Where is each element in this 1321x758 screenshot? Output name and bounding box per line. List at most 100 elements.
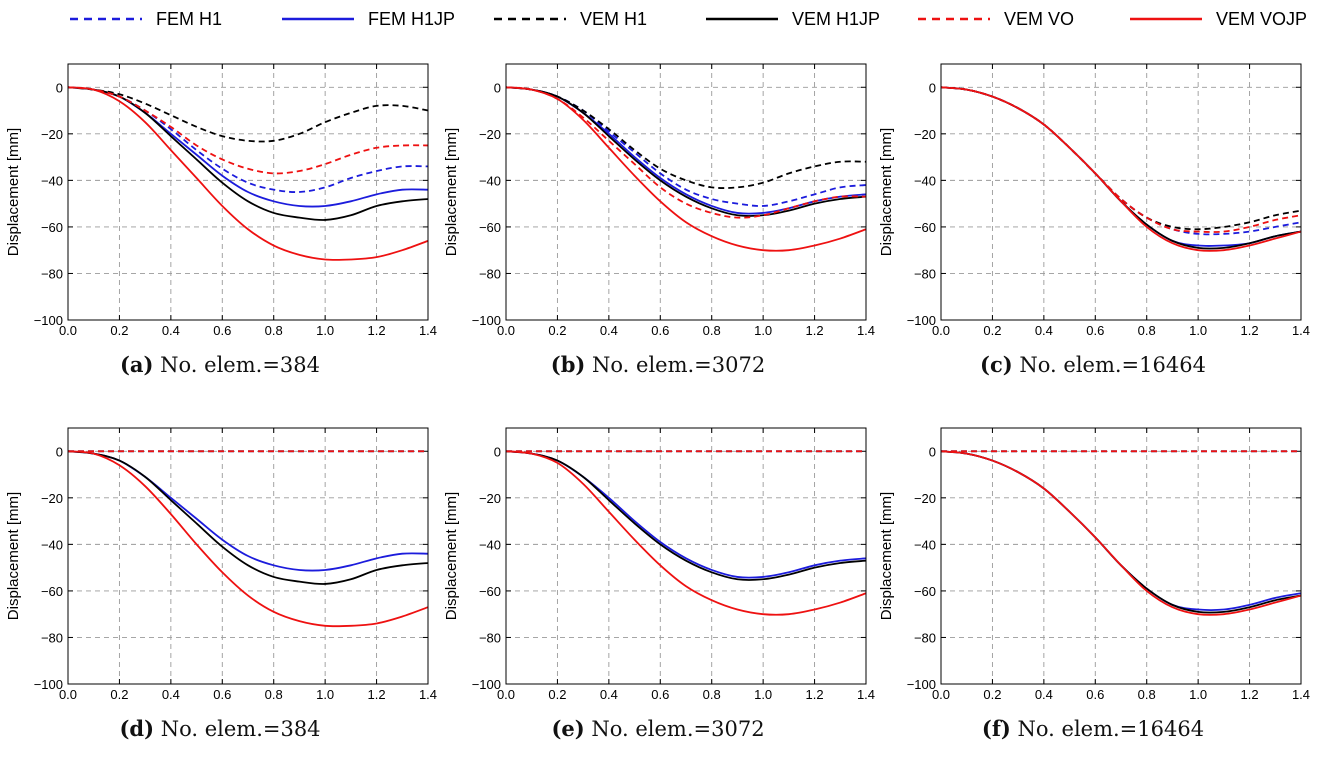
plot-f: 0.0 0.2 0.4 0.6 0.8 1.0 1.2 1.4 0 −20 −40 −60 −80 −10… — [878, 427, 1310, 708]
series-line-fem-h1jp — [67, 450, 429, 572]
x-tick-label: 0.8 — [265, 687, 283, 702]
x-tick-label: 1.2 — [368, 687, 386, 702]
series-line-vem-h1 — [940, 86, 1302, 231]
series-line-vem-vojp — [67, 450, 429, 628]
y-tick-label: 0 — [494, 444, 501, 459]
x-tick-label: 1.0 — [1189, 323, 1207, 338]
y-tick-label: −80 — [914, 630, 936, 645]
panel-c: 0.0 0.2 0.4 0.6 0.8 1.0 1.2 1.4 0 −20 −40 −60 −80 −10… — [873, 44, 1313, 384]
y-axis-label: Displacement [mm] — [443, 492, 460, 620]
y-tick-label: −40 — [41, 173, 63, 188]
x-tick-label: 0.8 — [1138, 323, 1156, 338]
y-axis-label: Displacement [mm] — [878, 128, 895, 256]
y-tick-label: 0 — [56, 80, 63, 95]
x-tick-label: 0.8 — [703, 687, 721, 702]
x-tick-label: 0.4 — [1035, 323, 1053, 338]
series-line-fem-h1 — [940, 86, 1302, 236]
series-line-vem-vojp — [505, 450, 867, 616]
series-line-vem-h1 — [505, 86, 867, 189]
y-axis-label: Displacement [mm] — [878, 492, 895, 620]
series-line-fem-h1 — [505, 86, 867, 207]
y-tick-label: −100 — [472, 313, 501, 328]
x-tick-label: 0.4 — [162, 687, 180, 702]
x-tick-label: 0.2 — [548, 323, 566, 338]
y-tick-label: −60 — [914, 220, 936, 235]
y-tick-label: −80 — [479, 266, 501, 281]
caption-label: (b) — [550, 352, 586, 377]
series-line-vem-h1jp — [940, 86, 1302, 250]
y-tick-label: −20 — [479, 491, 501, 506]
plot-c: 0.0 0.2 0.4 0.6 0.8 1.0 1.2 1.4 0 −20 −40 −60 −80 −10… — [878, 63, 1310, 344]
y-tick-label: −80 — [914, 266, 936, 281]
y-tick-label: −60 — [41, 584, 63, 599]
x-tick-label: 0.0 — [932, 323, 950, 338]
series-line-vem-vo — [505, 86, 867, 219]
series-line-fem-h1jp — [505, 450, 867, 579]
x-tick-label: 0.4 — [600, 323, 618, 338]
plot-frame — [505, 427, 867, 685]
chart-legend: FEM H1 FEM H1JP VEM H1 VEM H1JP VEM VO VEM VO… — [70, 9, 1307, 29]
x-axis-label: Time [ms] — [1088, 707, 1153, 708]
plot-frame — [940, 63, 1302, 321]
y-tick-label: −60 — [41, 220, 63, 235]
caption-label: (d) — [119, 716, 155, 741]
x-tick-label: 0.4 — [162, 323, 180, 338]
y-tick-label: 0 — [494, 80, 501, 95]
x-axis-label: Time [ms] — [653, 343, 718, 344]
legend-label-2: VEM H1 — [580, 9, 647, 29]
caption-text: No. elem.=384 — [160, 717, 321, 741]
x-tick-label: 1.0 — [754, 323, 772, 338]
caption-e: (e) No. elem.=3072 — [438, 716, 878, 741]
y-tick-label: −100 — [34, 677, 63, 692]
x-tick-label: 0.2 — [110, 323, 128, 338]
plot-a: 0.0 0.2 0.4 0.6 0.8 1.0 1.2 1.4 0 −20 −40 −60 −80 −10… — [5, 63, 437, 344]
x-tick-label: 1.0 — [316, 323, 334, 338]
y-axis-label: Displacement [mm] — [5, 492, 22, 620]
y-tick-label: 0 — [929, 444, 936, 459]
y-tick-label: −60 — [479, 584, 501, 599]
x-tick-label: 1.2 — [1241, 687, 1259, 702]
x-tick-label: 0.6 — [1086, 687, 1104, 702]
caption-text: No. elem.=16464 — [1017, 717, 1205, 741]
x-tick-label: 1.4 — [419, 323, 437, 338]
series-line-vem-vojp — [67, 86, 429, 261]
x-tick-label: 0.2 — [110, 687, 128, 702]
x-tick-label: 0.0 — [497, 323, 515, 338]
x-tick-label: 1.0 — [754, 687, 772, 702]
series-line-fem-h1jp — [940, 450, 1302, 612]
caption-label: (c) — [980, 352, 1013, 377]
y-tick-label: −80 — [479, 630, 501, 645]
x-axis-label: Time [ms] — [215, 707, 280, 708]
caption-c: (c) No. elem.=16464 — [873, 352, 1313, 377]
x-tick-label: 1.2 — [806, 323, 824, 338]
series-line-vem-vojp — [940, 450, 1302, 616]
y-tick-label: −20 — [41, 127, 63, 142]
x-axis-label: Time [ms] — [653, 707, 718, 708]
caption-d: (d) No. elem.=384 — [0, 716, 440, 741]
x-tick-label: 1.4 — [1292, 323, 1310, 338]
x-tick-label: 0.4 — [600, 687, 618, 702]
y-tick-label: −40 — [479, 537, 501, 552]
y-tick-label: −20 — [479, 127, 501, 142]
x-tick-label: 1.2 — [1241, 323, 1259, 338]
caption-text: No. elem.=3072 — [591, 717, 765, 741]
x-tick-label: 0.6 — [213, 687, 231, 702]
caption-b: (b) No. elem.=3072 — [438, 352, 878, 377]
panel-f: 0.0 0.2 0.4 0.6 0.8 1.0 1.2 1.4 0 −20 −40 −60 −80 −10… — [873, 408, 1313, 748]
x-tick-label: 0.8 — [703, 323, 721, 338]
y-tick-label: −100 — [907, 313, 936, 328]
panel-a: 0.0 0.2 0.4 0.6 0.8 1.0 1.2 1.4 0 −20 −40 −60 −80 −10… — [0, 44, 440, 384]
x-tick-label: 0.6 — [1086, 323, 1104, 338]
x-tick-label: 0.8 — [1138, 687, 1156, 702]
caption-text: No. elem.=16464 — [1019, 353, 1206, 377]
y-tick-label: −20 — [41, 491, 63, 506]
x-axis-label: Time [ms] — [215, 343, 280, 344]
series-line-vem-vojp — [505, 86, 867, 252]
x-tick-label: 0.0 — [59, 323, 77, 338]
y-tick-label: −80 — [41, 266, 63, 281]
caption-label: (f) — [981, 716, 1011, 741]
y-tick-label: −40 — [914, 537, 936, 552]
x-tick-label: 0.6 — [651, 323, 669, 338]
plot-frame — [67, 427, 429, 685]
y-axis-label: Displacement [mm] — [5, 128, 22, 256]
